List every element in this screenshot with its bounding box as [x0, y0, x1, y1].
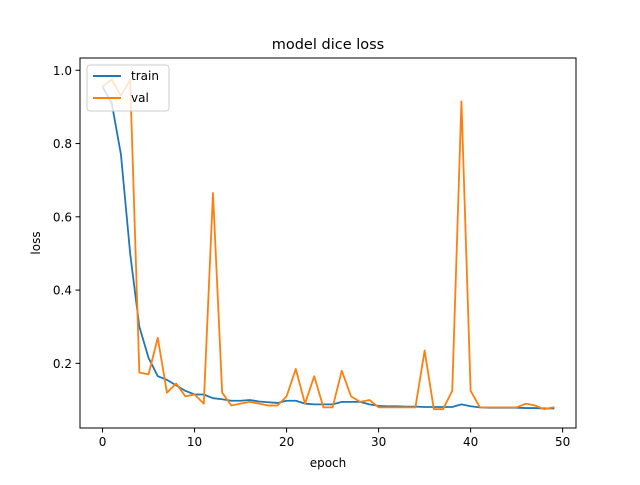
- x-tick-label: 50: [555, 435, 570, 449]
- x-tick-label: 30: [371, 435, 386, 449]
- y-tick-label: 0.6: [53, 210, 72, 224]
- x-tick-label: 20: [279, 435, 294, 449]
- y-tick-label: 0.2: [53, 357, 72, 371]
- x-tick-label: 0: [99, 435, 107, 449]
- legend: train val: [86, 64, 170, 112]
- series-layer: [101, 78, 555, 411]
- legend-label-train: train: [131, 69, 159, 83]
- legend-label-val: val: [131, 91, 149, 105]
- plot-frame: [79, 57, 577, 429]
- x-tick-label: 10: [187, 435, 202, 449]
- plot-background: [80, 58, 576, 428]
- y-axis-ticks: 0.2 0.4 0.6 0.8 1.0: [53, 64, 80, 371]
- y-tick-label: 0.8: [53, 137, 72, 151]
- x-axis-label: epoch: [310, 456, 347, 470]
- chart-title: model dice loss: [272, 37, 385, 53]
- x-tick-label: 40: [463, 435, 478, 449]
- y-axis-label: loss: [29, 231, 43, 254]
- x-axis-ticks: 0 10 20 30 40 50: [99, 428, 570, 449]
- series-line-val: [101, 78, 555, 411]
- y-tick-label: 1.0: [53, 64, 72, 78]
- plot-area: [79, 57, 577, 429]
- y-tick-label: 0.4: [53, 284, 72, 298]
